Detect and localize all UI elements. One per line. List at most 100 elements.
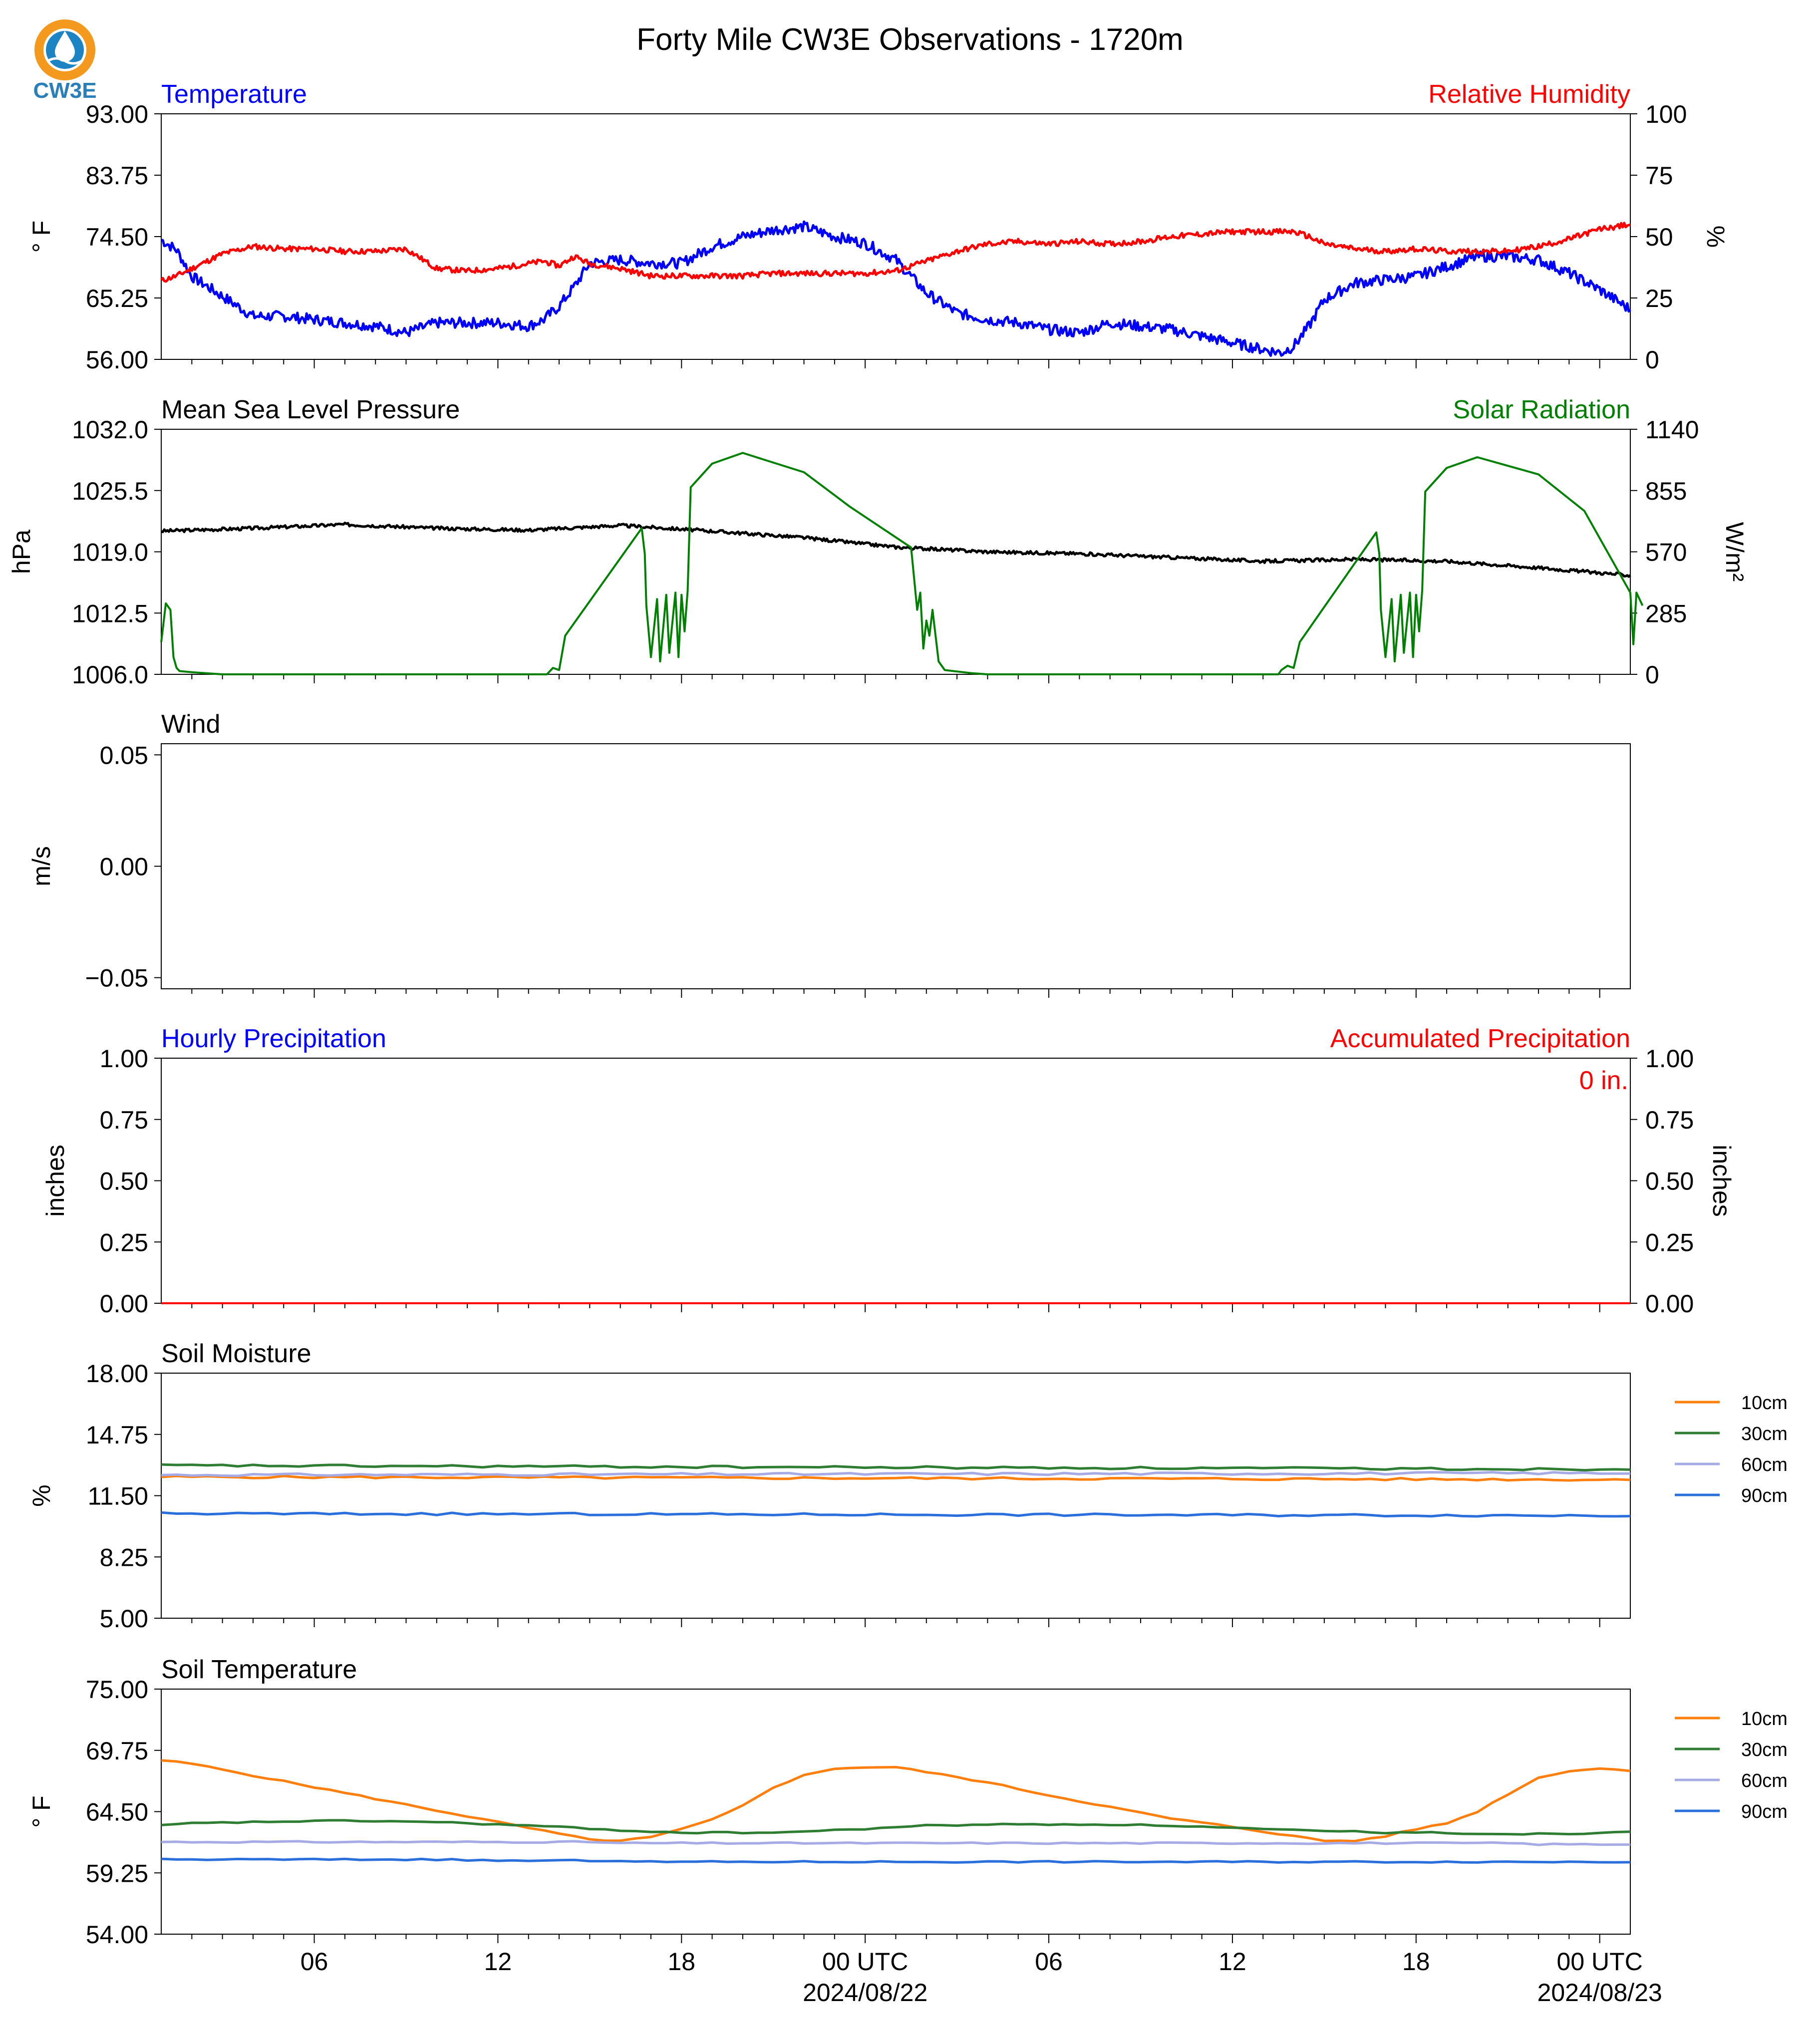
pressure_solar-ytick-right-label: 570 — [1645, 539, 1687, 567]
temp_rh-ytick-label: 74.50 — [86, 223, 148, 251]
soil-90cm-line — [161, 1857, 1631, 1864]
precip-left-title: Hourly Precipitation — [161, 1024, 386, 1053]
wind-ytick-label: −0.05 — [85, 964, 148, 992]
precip-ytick-right-label: 1.00 — [1645, 1045, 1694, 1073]
wind-ytick-label: 0.00 — [100, 853, 148, 881]
soil_temperature-ytick-label: 64.50 — [86, 1798, 148, 1826]
soil_temperature-ytick-label: 59.25 — [86, 1859, 148, 1887]
wind-left-title: Wind — [161, 710, 220, 739]
pressure_solar-ytick-label: 1019.0 — [72, 539, 148, 567]
x-tick-label: 18 — [1402, 1948, 1430, 1976]
soil_moisture-ytick-label: 5.00 — [100, 1605, 148, 1633]
wind-panel: Wind 0.05 0.00 −0.05 m/s — [27, 710, 1631, 998]
precip-ytick-label: 0.75 — [100, 1106, 148, 1134]
temp_rh-panel: Temperature Relative Humidity 93.00 83.75 74… — [27, 80, 1730, 374]
precip-right-title: Accumulated Precipitation — [1330, 1024, 1630, 1053]
pressure_solar-ytick-label: 1006.0 — [72, 661, 148, 689]
pressure_solar-ylabel-right: W/m² — [1721, 522, 1749, 581]
x-date-label: 2024/08/23 — [1537, 1979, 1662, 2007]
soil_temperature-left-title: Soil Temperature — [161, 1655, 357, 1684]
precip-ytick-right-label: 0.25 — [1645, 1228, 1694, 1256]
soil_moisture-panel: Soil Moisture 18.00 14.75 11.50 8.25 5.00% 10c… — [27, 1339, 1788, 1633]
soil_moisture-ytick-label: 18.00 — [86, 1360, 148, 1388]
temp_rh-ytick-label: 93.00 — [86, 100, 148, 128]
soil-10cm-line — [161, 1759, 1631, 1843]
soil_moisture-left-title: Soil Moisture — [161, 1339, 311, 1368]
pressure_solar-ytick-label: 1025.5 — [72, 477, 148, 505]
precip-ytick-right-label: 0.00 — [1645, 1290, 1694, 1318]
logo-text: CW3E — [33, 78, 96, 103]
soil_temperature-ytick-label: 75.00 — [86, 1676, 148, 1704]
precip-ytick-right-label: 0.50 — [1645, 1167, 1694, 1195]
precip-total-annotation: 0 in. — [1579, 1066, 1628, 1095]
soil_moisture-ytick-label: 8.25 — [100, 1543, 148, 1571]
pressure-line — [161, 522, 1631, 578]
legend-label-90cm: 90cm — [1741, 1801, 1788, 1822]
legend-label-30cm: 30cm — [1741, 1739, 1788, 1760]
precip-ytick-right-label: 0.75 — [1645, 1106, 1694, 1134]
soil_temperature-legend: 10cm 30cm 60cm 90cm — [1675, 1709, 1788, 1822]
x-tick-label: 06 — [301, 1948, 328, 1976]
precip-ylabel: inches — [41, 1145, 69, 1217]
x-tick-label: 00 UTC — [1557, 1948, 1643, 1976]
precip-ylabel-right: inches — [1708, 1145, 1736, 1217]
relative-humidity-line — [160, 222, 1631, 283]
solar-radiation-line — [160, 452, 1644, 675]
legend-label-90cm: 90cm — [1741, 1485, 1788, 1506]
soil-30cm-line — [161, 1819, 1631, 1836]
pressure_solar-ytick-right-label: 285 — [1645, 599, 1687, 627]
precip-ytick-label: 0.00 — [100, 1290, 148, 1318]
soil_moisture-ylabel: % — [27, 1484, 55, 1506]
soil_temperature-ylabel: ° F — [27, 1795, 55, 1827]
precip-ytick-label: 1.00 — [100, 1045, 148, 1073]
legend-label-60cm: 60cm — [1741, 1454, 1788, 1475]
legend-label-10cm: 10cm — [1741, 1709, 1788, 1730]
temp_rh-ytick-label: 56.00 — [86, 346, 148, 374]
pressure_solar-ytick-label: 1012.5 — [72, 599, 148, 627]
soil_temperature-ytick-label: 54.00 — [86, 1921, 148, 1949]
temp_rh-ytick-label: 65.25 — [86, 285, 148, 312]
pressure_solar-ylabel: hPa — [7, 530, 35, 574]
soil_temperature-panel: Soil Temperature 75.00 69.75 64.50 59.25 54.0… — [27, 1655, 1788, 2007]
logo-wave-icon — [47, 57, 83, 65]
soil-60cm-line — [161, 1471, 1630, 1477]
legend-label-10cm: 10cm — [1741, 1393, 1788, 1414]
soil_moisture-legend: 10cm 30cm 60cm 90cm — [1675, 1393, 1788, 1506]
soil-60cm-line — [161, 1840, 1630, 1846]
x-tick-label: 12 — [1218, 1948, 1246, 1976]
cw3e-logo: CW3E — [33, 19, 97, 103]
pressure_solar-ytick-right-label: 855 — [1645, 477, 1687, 505]
temp_rh-ytick-label: 83.75 — [86, 162, 148, 190]
temp_rh-left-title: Temperature — [161, 80, 307, 109]
pressure_solar-right-title: Solar Radiation — [1453, 395, 1630, 424]
wind-ytick-label: 0.05 — [100, 741, 148, 769]
precip-ytick-label: 0.50 — [100, 1167, 148, 1195]
temp_rh-ytick-right-label: 100 — [1645, 100, 1687, 128]
pressure_solar-left-title: Mean Sea Level Pressure — [161, 395, 460, 424]
soil-10cm-line — [161, 1474, 1631, 1482]
temperature-line — [161, 220, 1631, 357]
panels: Temperature Relative Humidity 93.00 83.75 74… — [7, 80, 1788, 2007]
pressure_solar-ytick-right-label: 1140 — [1645, 416, 1699, 444]
precip-panel: Hourly Precipitation Accumulated Precipit… — [41, 1024, 1736, 1318]
soil-30cm-line — [161, 1463, 1631, 1471]
temp_rh-ylabel-right: % — [1702, 226, 1730, 248]
soil_moisture-ytick-label: 14.75 — [86, 1421, 148, 1449]
temp_rh-ylabel: ° F — [27, 221, 55, 253]
temp_rh-ytick-right-label: 25 — [1645, 285, 1673, 312]
chart-title: Forty Mile CW3E Observations - 1720m — [636, 22, 1184, 57]
soil_moisture-ytick-label: 11.50 — [88, 1482, 148, 1510]
x-tick-label: 12 — [484, 1948, 512, 1976]
legend-label-60cm: 60cm — [1741, 1770, 1788, 1791]
legend-label-30cm: 30cm — [1741, 1424, 1788, 1445]
pressure_solar-ytick-right-label: 0 — [1645, 661, 1659, 689]
x-tick-label: 06 — [1035, 1948, 1063, 1976]
temp_rh-right-title: Relative Humidity — [1428, 80, 1630, 109]
x-tick-label: 00 UTC — [822, 1948, 908, 1976]
wind-ylabel: m/s — [27, 846, 55, 886]
temp_rh-ytick-right-label: 0 — [1645, 346, 1659, 374]
soil_temperature-ytick-label: 69.75 — [86, 1737, 148, 1765]
pressure_solar-panel: Mean Sea Level Pressure Solar Radiation 10… — [7, 395, 1749, 689]
temp_rh-ytick-right-label: 50 — [1645, 223, 1673, 251]
